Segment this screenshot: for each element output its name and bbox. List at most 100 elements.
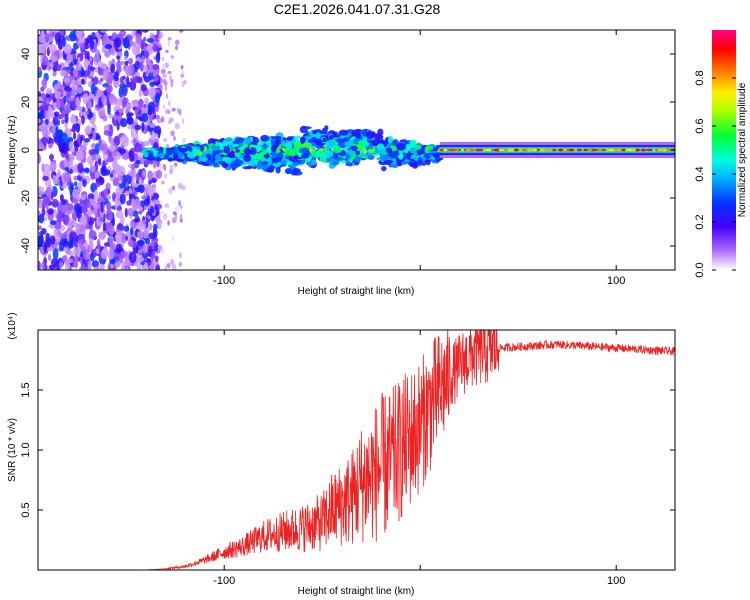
spectrogram-cell <box>82 93 89 104</box>
spectrogram-cell <box>123 225 130 232</box>
spectrogram-cell <box>138 206 144 212</box>
spectrogram-cell <box>93 55 101 63</box>
spectrogram-cell <box>114 37 122 48</box>
spectrogram-cell <box>99 143 105 152</box>
spectrogram-cell <box>417 150 422 156</box>
spectrogram-cell <box>102 115 108 122</box>
spectrogram-cell <box>124 207 128 218</box>
spectrogram-cell <box>261 160 269 166</box>
spectrogram-cell <box>58 137 62 146</box>
spectrogram-cell <box>100 201 104 213</box>
spectrogram-cell <box>135 33 142 45</box>
spectrogram-cell <box>80 246 86 253</box>
spectrogram-cell <box>154 75 159 83</box>
spectrogram-cell <box>102 69 109 81</box>
spectrogram-cell <box>115 187 121 199</box>
spectrogram-cell <box>48 224 55 229</box>
spectrogram-cell <box>100 30 109 33</box>
spectrogram-cell <box>635 148 640 152</box>
spectrogram-cell <box>307 163 313 167</box>
spectrogram-cell <box>38 66 42 73</box>
spectrogram-cell <box>165 93 168 99</box>
spectrogram-cell <box>59 30 65 36</box>
spectrogram-cell <box>38 152 41 164</box>
spectrogram-cell <box>292 168 301 173</box>
spectrogram-cell <box>43 109 47 118</box>
spectrogram-cell <box>165 85 168 92</box>
spectrogram-cell <box>260 134 270 142</box>
spectrogram-cell <box>164 203 170 209</box>
spectrogram-cell <box>128 57 133 65</box>
spectrogram-cell <box>104 38 113 45</box>
spectrogram-cell <box>162 74 167 78</box>
spectrogram-cell <box>126 76 130 85</box>
spectrogram-cell <box>88 230 97 240</box>
spectrogram-cell <box>119 83 127 88</box>
spectrogram-cell <box>75 96 80 107</box>
spectrogram-cell <box>115 210 124 219</box>
spectrogram-cell <box>159 84 163 91</box>
spectrogram-cell <box>92 111 96 123</box>
spectrogram-cell <box>138 88 143 98</box>
spectrogram-cell <box>314 139 323 143</box>
spectrogram-cell <box>230 160 236 169</box>
spectrogram-cell <box>388 151 399 159</box>
spectrogram-cell <box>114 115 119 121</box>
spectrogram-y-label: Frequency (Hz) <box>7 116 18 185</box>
spectrogram-cell <box>38 225 43 231</box>
spectrogram-cell <box>173 211 177 216</box>
spectrogram-cell <box>116 55 120 60</box>
spectrogram-cell <box>50 235 56 245</box>
spectrogram-cell <box>66 104 70 112</box>
spectrogram-cell <box>98 216 104 223</box>
spectrogram-cell <box>391 140 399 146</box>
spectrogram-cell <box>160 68 166 75</box>
spectrogram-cell <box>199 156 208 162</box>
spectrogram-cell <box>134 124 142 131</box>
spectrogram-cell <box>134 76 139 82</box>
spectrogram-cell <box>76 156 81 161</box>
spectrogram-cell <box>405 153 412 160</box>
spectrogram-cell <box>324 145 332 150</box>
spectrogram-cell <box>272 159 279 164</box>
spectrogram-x-axis: -100 100 <box>213 30 625 287</box>
spectrogram-cell <box>130 163 135 171</box>
spectrogram-cell <box>157 245 163 250</box>
spectrogram-cell <box>76 64 82 71</box>
spectrogram-cell <box>360 153 366 157</box>
spectrogram-cell <box>70 128 77 132</box>
spectrogram-cell <box>168 100 171 106</box>
spectrogram-cell <box>94 135 101 140</box>
spectrogram-cell <box>162 104 166 109</box>
spectrogram-cell <box>165 143 169 149</box>
spectrogram-cell <box>72 188 80 199</box>
spectrogram-cell <box>60 199 67 205</box>
spectrogram-cell <box>340 159 346 164</box>
spectrogram-cell <box>254 144 263 151</box>
snr-panel: 0.5 1.0 1.5 -100 100 Height of straight lin… <box>7 312 676 597</box>
chart-title: C2E1.2026.041.07.31.G28 <box>274 1 441 17</box>
spectrogram-cell <box>41 126 49 138</box>
spectrogram-cell <box>292 135 302 139</box>
spectrogram-cell <box>243 154 252 162</box>
spectrogram-cell <box>156 203 162 210</box>
spectrogram-cell <box>109 124 114 137</box>
spectrogram-cell <box>65 258 74 264</box>
spectrogram-cell <box>143 159 152 165</box>
spectrogram-cell <box>477 148 484 152</box>
spectrogram-cell <box>219 142 223 149</box>
spectrogram-cell <box>141 55 146 64</box>
spectrogram-cell <box>116 205 122 212</box>
spectrogram-cell <box>607 148 615 152</box>
spectrogram-cell <box>92 129 96 142</box>
spectrogram-cell <box>100 249 108 259</box>
spectrogram-cell <box>359 148 365 155</box>
spectrogram-cell <box>158 163 164 170</box>
spectrogram-cell <box>443 148 448 152</box>
spectrogram-cell <box>167 220 170 226</box>
spectrogram-cell <box>177 107 180 114</box>
spectrogram-cell <box>52 71 57 77</box>
spectrogram-cell <box>65 263 71 270</box>
spectrogram-cell <box>38 213 45 224</box>
